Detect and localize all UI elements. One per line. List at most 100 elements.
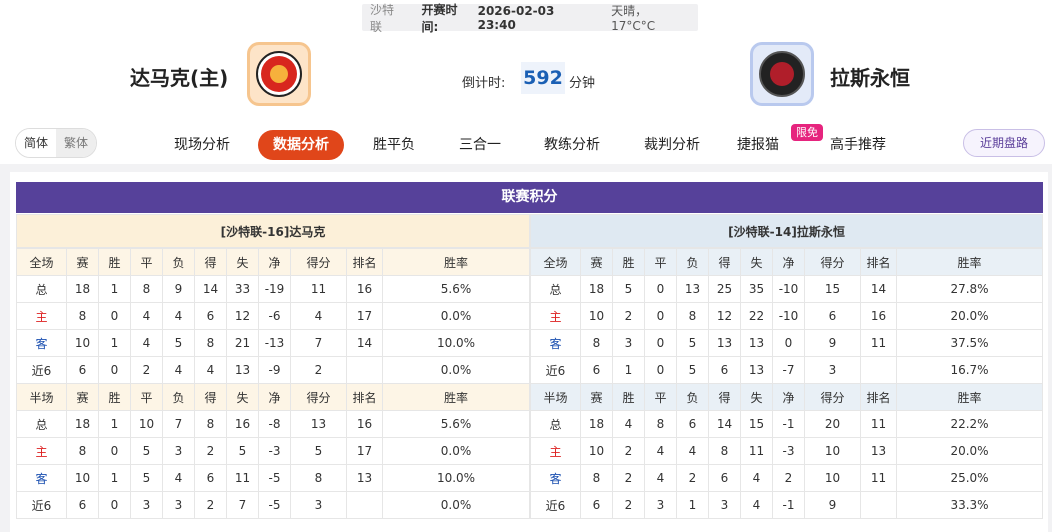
away-table-title: [沙特联-14]拉斯永恒	[530, 214, 1043, 248]
cell: 18	[580, 410, 613, 438]
lang-toggle: 简体 繁体	[15, 128, 97, 158]
cell: 8	[290, 464, 347, 492]
cell: 0	[772, 329, 805, 357]
column-header: 全场	[16, 248, 67, 276]
nav-tab[interactable]: 裁判分析	[644, 137, 700, 153]
cell: 6	[804, 302, 861, 330]
cell: 11	[290, 275, 347, 303]
column-header: 平	[130, 383, 163, 411]
cell: 4	[612, 410, 645, 438]
cell: 0	[644, 329, 677, 357]
cell: 3	[130, 491, 163, 519]
cell: 20.0%	[896, 302, 1043, 330]
cell: 6	[194, 302, 227, 330]
nav-tab[interactable]: 高手推荐	[830, 137, 886, 153]
header-row: 全场赛胜平负得失净得分 排名 胜率	[530, 248, 1043, 276]
nav-tab[interactable]: 教练分析	[544, 137, 600, 153]
column-header: 失	[740, 383, 773, 411]
cell: 12	[708, 302, 741, 330]
cell: 2	[772, 464, 805, 492]
cell: 5	[676, 329, 709, 357]
nav-tab[interactable]: 三合一	[459, 137, 501, 153]
cell: 4	[676, 437, 709, 465]
data-row: 总 18 1 8 9 14 33 -19 11 16 5.6%	[16, 275, 530, 303]
countdown-unit: 分钟	[569, 76, 596, 91]
cell: 10	[130, 410, 163, 438]
cell: 5	[676, 356, 709, 384]
cell: -5	[258, 464, 291, 492]
row-label: 近6	[530, 356, 581, 384]
cell: 4	[162, 302, 195, 330]
cell: 0	[98, 491, 131, 519]
cell: 10	[580, 302, 613, 330]
cell: 8	[644, 410, 677, 438]
cell: 2	[612, 464, 645, 492]
cell: 2	[130, 356, 163, 384]
cell: 6	[580, 356, 613, 384]
row-label: 主	[16, 437, 67, 465]
column-header: 负	[162, 383, 195, 411]
column-header: 得	[708, 248, 741, 276]
match-info: 沙特联 开赛时间: 2026-02-03 23:40 天晴，17°C°C	[362, 3, 698, 34]
cell: 10	[804, 464, 861, 492]
cell: 6	[194, 464, 227, 492]
column-header: 失	[226, 248, 259, 276]
cell: 9	[162, 275, 195, 303]
home-logo-icon	[256, 51, 302, 97]
cell: 25	[708, 275, 741, 303]
cell: 1	[612, 356, 645, 384]
cell: 8	[130, 275, 163, 303]
cell: -10	[772, 302, 805, 330]
countdown-label: 倒计时:	[462, 76, 506, 91]
cell: 5	[130, 437, 163, 465]
nav-bar: 简体 繁体 现场分析 数据分析 胜平负 三合一 教练分析 裁判分析 捷报猫 高手推荐 限免 近…	[0, 122, 1052, 164]
lang-option[interactable]: 简体	[16, 129, 56, 157]
cell: 16	[226, 410, 259, 438]
nav-tab[interactable]: 捷报猫	[737, 137, 779, 153]
cell: 4	[644, 437, 677, 465]
column-header: 平	[644, 383, 677, 411]
row-label: 主	[530, 437, 581, 465]
data-row: 主 10 2 4 4 8 11 -3 10 13 20.0%	[530, 437, 1043, 465]
recent-odds-button[interactable]: 近期盘路	[963, 129, 1045, 157]
column-header: 排名	[346, 383, 383, 411]
cell: -8	[258, 410, 291, 438]
cell: 0	[644, 302, 677, 330]
row-label: 总	[16, 275, 67, 303]
countdown: 592	[521, 62, 565, 94]
column-header: 得分	[804, 383, 861, 411]
home-logo	[247, 42, 311, 106]
cell: 18	[66, 275, 99, 303]
cell: 20	[804, 410, 861, 438]
column-header: 胜	[612, 383, 645, 411]
cell: -3	[258, 437, 291, 465]
cell: 11	[860, 410, 897, 438]
cell: 14	[346, 329, 383, 357]
cell: 0	[98, 437, 131, 465]
cell: 4	[162, 356, 195, 384]
column-header: 赛	[580, 383, 613, 411]
cell: 0	[644, 275, 677, 303]
nav-tab[interactable]: 现场分析	[174, 137, 230, 153]
nav-tab[interactable]: 胜平负	[373, 137, 415, 153]
cell: 3	[612, 329, 645, 357]
row-label: 近6	[16, 491, 67, 519]
match-header: 沙特联 开赛时间: 2026-02-03 23:40 天晴，17°C°C 达马克…	[0, 0, 1052, 122]
lang-option[interactable]: 繁体	[56, 129, 96, 157]
league: 沙特联	[370, 2, 395, 34]
cell: 17	[346, 302, 383, 330]
cell: 10.0%	[382, 329, 530, 357]
cell: 9	[804, 491, 861, 519]
cell: 2	[676, 464, 709, 492]
column-header: 得	[194, 248, 227, 276]
column-header: 全场	[530, 248, 581, 276]
data-row: 主 8 0 5 3 2 5 -3 5 17 0.0%	[16, 437, 530, 465]
column-header: 半场	[16, 383, 67, 411]
header-row: 半场赛胜平负得失净得分 排名 胜率	[530, 383, 1043, 411]
cell: 7	[226, 491, 259, 519]
cell: 3	[162, 491, 195, 519]
cell: 3	[804, 356, 861, 384]
column-header: 赛	[580, 248, 613, 276]
nav-tab[interactable]: 数据分析	[258, 130, 344, 160]
